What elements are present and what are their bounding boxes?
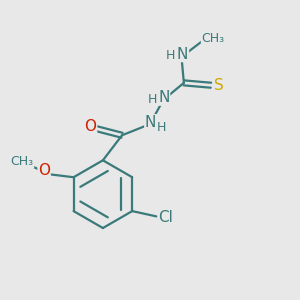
Text: H: H	[147, 93, 157, 106]
Text: H: H	[166, 49, 176, 62]
Text: O: O	[38, 163, 50, 178]
Text: CH₃: CH₃	[201, 32, 225, 45]
Text: H: H	[157, 122, 167, 134]
Text: Cl: Cl	[158, 210, 173, 225]
Text: N: N	[145, 115, 156, 130]
Text: S: S	[214, 78, 224, 93]
Text: N: N	[158, 90, 169, 105]
Text: N: N	[177, 46, 188, 62]
Text: CH₃: CH₃	[11, 155, 34, 168]
Text: O: O	[85, 119, 97, 134]
